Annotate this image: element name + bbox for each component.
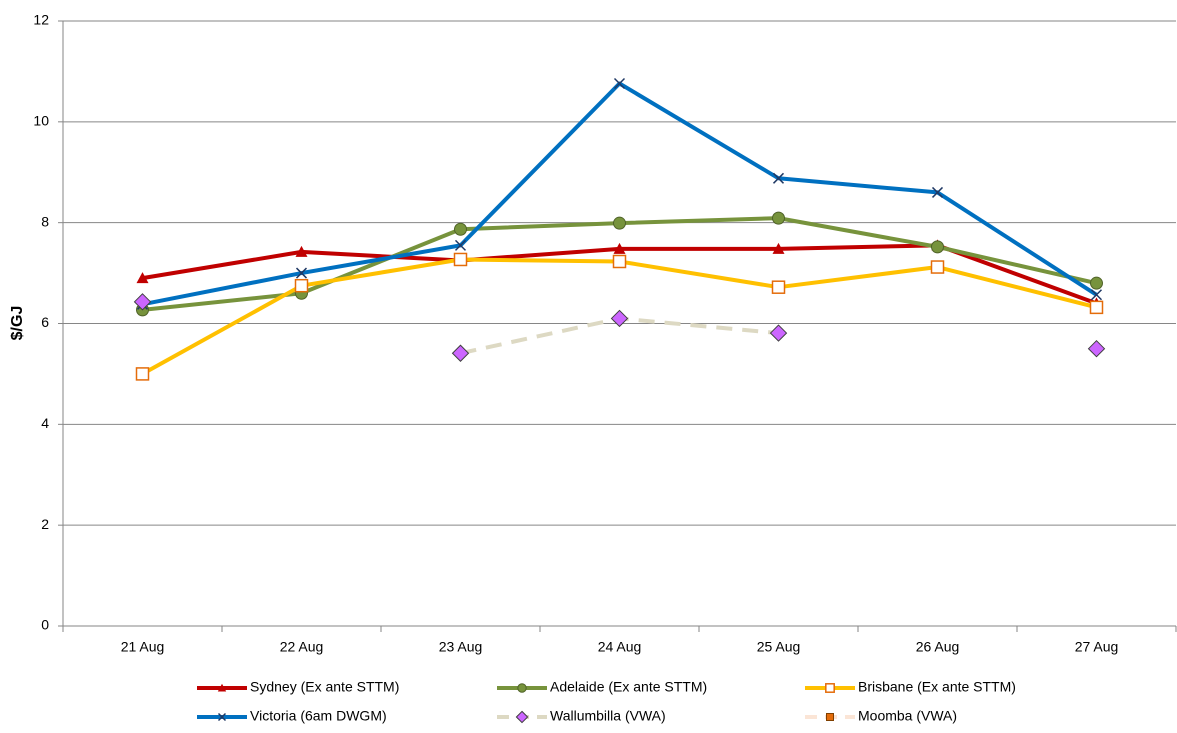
x-tick-label: 22 Aug	[280, 639, 324, 655]
data-point	[613, 216, 626, 230]
legend-marker	[826, 713, 834, 721]
data-point	[610, 309, 629, 328]
legend-label: Adelaide (Ex ante STTM)	[550, 679, 707, 695]
data-point	[451, 344, 470, 362]
data-point	[930, 260, 945, 274]
data-point	[771, 280, 786, 294]
data-point	[613, 242, 626, 254]
data-point	[454, 239, 467, 251]
y-tick-label: 10	[33, 113, 49, 129]
legend-label: Moomba (VWA)	[858, 708, 957, 724]
data-point	[135, 367, 150, 381]
data-point	[931, 240, 944, 254]
data-point	[1090, 276, 1103, 290]
y-tick-label: 0	[41, 617, 49, 633]
data-point	[133, 293, 152, 311]
y-tick-label: 12	[33, 12, 49, 28]
legend-marker	[825, 683, 835, 693]
legend-marker	[217, 683, 227, 692]
data-point	[772, 211, 785, 225]
data-point	[295, 267, 308, 279]
data-point	[295, 245, 308, 257]
legend-marker	[517, 683, 527, 693]
legend-label: Victoria (6am DWGM)	[250, 708, 387, 724]
y-tick-label: 6	[41, 314, 49, 330]
data-point	[454, 222, 467, 236]
data-point	[612, 254, 627, 269]
data-point	[769, 324, 788, 342]
x-tick-label: 25 Aug	[757, 639, 801, 655]
x-tick-label: 24 Aug	[598, 639, 642, 655]
data-point	[772, 172, 785, 184]
x-tick-label: 23 Aug	[439, 639, 483, 655]
legend-marker	[515, 710, 529, 724]
data-point	[1087, 340, 1106, 358]
legend-marker	[217, 712, 227, 722]
y-tick-label: 4	[41, 415, 49, 431]
data-point	[613, 77, 626, 90]
y-tick-label: 8	[41, 213, 49, 229]
data-point	[931, 186, 944, 198]
data-point	[453, 252, 468, 267]
data-point	[772, 242, 785, 254]
y-tick-label: 2	[41, 516, 49, 532]
legend-label: Wallumbilla (VWA)	[550, 708, 666, 724]
data-point	[1089, 300, 1104, 315]
legend-label: Brisbane (Ex ante STTM)	[858, 679, 1016, 695]
x-tick-label: 26 Aug	[916, 639, 960, 655]
data-point	[136, 272, 149, 284]
x-tick-label: 21 Aug	[121, 639, 165, 655]
x-tick-label: 27 Aug	[1075, 639, 1119, 655]
y-axis-label: $/GJ	[9, 306, 26, 341]
legend-label: Sydney (Ex ante STTM)	[250, 679, 399, 695]
data-point	[1090, 289, 1103, 301]
data-point	[294, 278, 309, 293]
